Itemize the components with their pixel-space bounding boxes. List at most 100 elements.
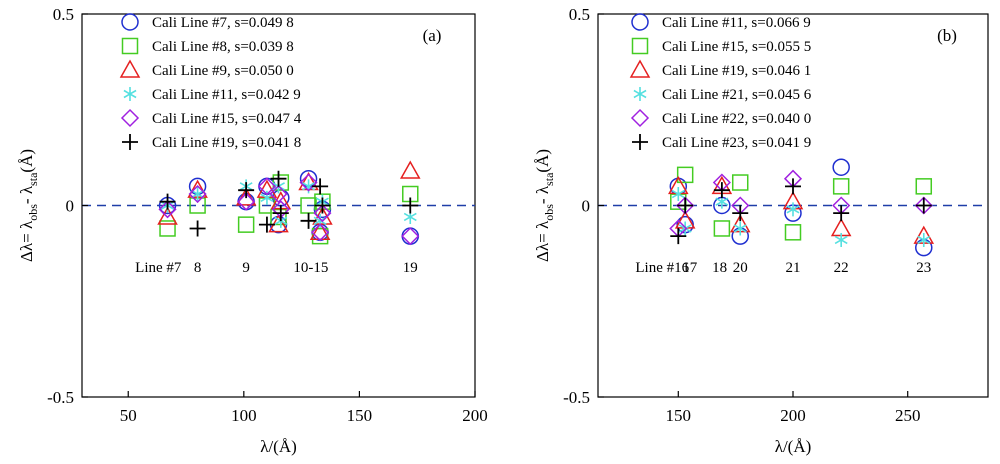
data-point-diamond — [257, 177, 277, 196]
line-annotation: 23 — [916, 260, 931, 276]
legend-marker-plus — [122, 134, 138, 150]
data-point-plus — [159, 193, 176, 210]
data-point-plus — [833, 205, 850, 222]
data-point-plus — [785, 178, 801, 195]
data-point-asterisk — [191, 187, 205, 202]
data-point-triangle — [235, 187, 257, 206]
line-annotation: 10-15 — [293, 260, 328, 276]
data-point-asterisk — [834, 232, 848, 247]
data-point-diamond — [158, 200, 177, 219]
data-point-square — [915, 178, 933, 195]
data-point-square — [832, 178, 850, 195]
y-axis-title: Δλ= λobs- λsta(Å) — [17, 149, 40, 262]
line-annotation: 20 — [733, 260, 748, 276]
legend-marker-diamond — [120, 108, 140, 128]
data-point-circle — [832, 158, 850, 176]
legend-marker-triangle — [629, 59, 651, 78]
legend-entry: Cali Line #23, s=0.041 9 — [662, 135, 811, 151]
data-point-circle — [401, 227, 420, 245]
chart-panel-a: 50 100 150 200 -0.5 0 0.5 λ/(Å) Δλ= λobs- λsta(Å… — [17, 5, 488, 456]
legend-marker-diamond — [630, 108, 650, 128]
data-point-diamond — [237, 192, 256, 211]
x-tick-label: 100 — [231, 406, 257, 425]
line-annotation: 19 — [403, 260, 418, 276]
legend-entry: Cali Line #7, s=0.049 8 — [152, 15, 294, 31]
legend-marker-square — [631, 37, 649, 55]
line-annotation: 9 — [242, 260, 250, 276]
data-point-plus — [300, 212, 317, 229]
legend-entry: Cali Line #22, s=0.040 0 — [662, 111, 811, 127]
x-axis-title: λ/(Å) — [260, 437, 297, 456]
data-point-diamond — [188, 184, 207, 204]
data-point-plus — [670, 228, 687, 245]
line-annotation: Line #16 — [635, 260, 689, 276]
legend-marker-square — [121, 37, 139, 55]
data-point-diamond — [299, 173, 318, 192]
data-point-diamond — [313, 204, 332, 223]
y-axis-title: Δλ= λobs- λsta(Å) — [533, 149, 556, 262]
legend-entry: Cali Line #9, s=0.050 0 — [152, 63, 294, 79]
legend-marker-triangle — [119, 59, 141, 78]
data-point-square — [237, 216, 255, 233]
legend-entry: Cali Line #11, s=0.066 9 — [662, 15, 811, 31]
data-point-plus — [312, 178, 329, 195]
x-tick-label: 150 — [666, 406, 692, 425]
data-point-triangle — [157, 206, 178, 225]
line-annotation: Line #7 — [135, 260, 182, 276]
y-tick-label: 0.5 — [53, 5, 74, 24]
y-tick-label: -0.5 — [563, 388, 590, 407]
data-point-plus — [270, 170, 287, 187]
legend-entry: Cali Line #8, s=0.039 8 — [152, 39, 294, 55]
x-tick-label: 200 — [462, 406, 488, 425]
data-point-asterisk — [671, 187, 685, 202]
data-point-plus — [732, 205, 749, 222]
data-point-square — [159, 220, 176, 237]
legend-entry: Cali Line #21, s=0.045 6 — [662, 87, 812, 103]
data-point-plus — [915, 197, 932, 214]
data-point-square — [731, 174, 749, 191]
data-point-triangle — [268, 214, 289, 233]
legend-entry: Cali Line #15, s=0.047 4 — [152, 111, 302, 127]
data-point-plus — [238, 182, 255, 199]
data-point-square — [784, 224, 802, 241]
x-tick-label: 200 — [780, 406, 806, 425]
data-point-plus — [677, 197, 694, 214]
legend-marker-plus — [632, 134, 648, 150]
legend-marker-asterisk — [123, 87, 137, 101]
data-point-asterisk — [678, 221, 692, 236]
data-point-diamond — [269, 184, 288, 204]
line-annotation: 8 — [194, 260, 202, 276]
data-point-asterisk — [917, 232, 931, 247]
x-axis-title: λ/(Å) — [775, 437, 812, 456]
x-tick-label: 50 — [120, 406, 137, 425]
data-point-triangle — [399, 160, 421, 179]
panel-label: (b) — [937, 26, 957, 45]
x-tick-label: 150 — [347, 406, 373, 425]
y-tick-label: 0 — [582, 197, 591, 216]
data-point-plus — [402, 197, 419, 214]
data-point-square — [713, 220, 731, 237]
line-annotation: 21 — [786, 260, 801, 276]
data-point-plus — [189, 220, 206, 237]
data-point-square — [311, 227, 329, 245]
y-tick-label: -0.5 — [47, 388, 74, 407]
y-tick-label: 0 — [66, 197, 75, 216]
legend-entry: Cali Line #19, s=0.041 8 — [152, 135, 301, 151]
data-point-plus — [258, 216, 275, 233]
legend-marker-circle — [631, 13, 649, 31]
data-point-plus — [713, 182, 730, 199]
legend-entry: Cali Line #11, s=0.042 9 — [152, 87, 301, 103]
line-annotation: 22 — [834, 260, 849, 276]
legend-marker-circle — [121, 13, 139, 31]
legend-marker-asterisk — [633, 87, 647, 101]
panel-label: (a) — [423, 26, 442, 45]
data-point-plus — [314, 197, 331, 214]
chart-panel-b: 150 200 250 -0.5 0 0.5 λ/(Å) Δλ= λobs- λsta(Å) (… — [533, 5, 989, 456]
line-annotation: 18 — [712, 260, 727, 276]
data-point-asterisk — [733, 221, 747, 236]
line-annotation: 17 — [682, 260, 698, 276]
data-point-plus — [272, 205, 289, 222]
legend-entry: Cali Line #19, s=0.046 1 — [662, 63, 811, 79]
data-point-square — [676, 166, 694, 184]
